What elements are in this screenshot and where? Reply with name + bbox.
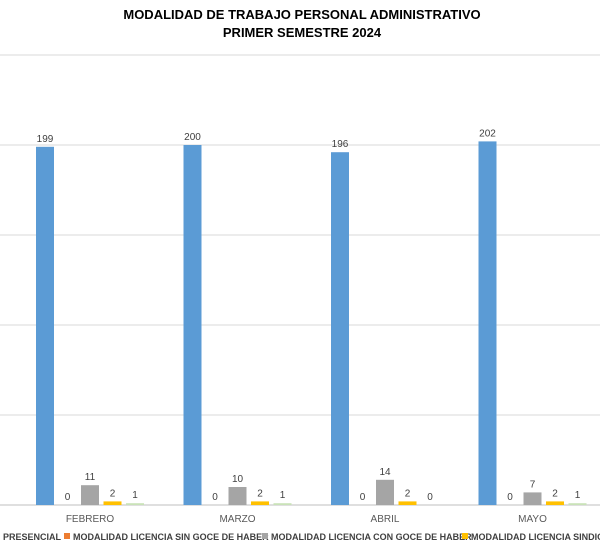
bar: [478, 141, 497, 505]
data-label: 10: [232, 474, 244, 485]
bar: [523, 492, 542, 505]
bar: [398, 501, 417, 505]
bar: [546, 501, 564, 505]
bar: [273, 503, 292, 505]
bar: [126, 503, 144, 505]
category-label: FEBRERO: [66, 514, 115, 525]
data-label: 7: [530, 479, 536, 490]
data-label: 2: [110, 488, 116, 499]
data-label: 1: [280, 490, 286, 501]
category-label: MARZO: [219, 514, 255, 525]
data-label: 200: [184, 132, 201, 143]
bars: [36, 141, 587, 506]
data-label: 199: [37, 134, 54, 145]
category-label: MAYO: [518, 514, 547, 525]
legend-entry: PRESENCIAL: [3, 532, 62, 542]
data-label: 11: [85, 472, 96, 483]
data-label: 0: [212, 492, 218, 503]
data-label: 0: [65, 492, 71, 503]
bar: [376, 479, 394, 505]
data-label: 2: [257, 488, 263, 499]
data-label: 2: [552, 488, 558, 499]
category-labels: FEBRERO MARZO ABRIL MAYO: [66, 514, 547, 525]
data-label: 202: [479, 128, 496, 139]
legend: PRESENCIAL MODALIDAD LICENCIA SIN GOCE DE…: [3, 532, 600, 542]
bar: [568, 503, 587, 505]
data-label: 14: [379, 467, 391, 478]
data-label: 1: [132, 490, 138, 501]
gridlines: [0, 54, 600, 506]
data-label: 2: [405, 488, 411, 499]
data-label: 0: [427, 492, 433, 503]
legend-entry: MODALIDAD LICENCIA CON GOCE DE HABER: [271, 532, 472, 542]
chart-title: MODALIDAD DE TRABAJO PERSONAL ADMINISTRA…: [123, 7, 480, 22]
bar: [228, 487, 247, 505]
category-label: ABRIL: [371, 514, 400, 525]
data-label: 0: [507, 492, 513, 503]
legend-entry: MODALIDAD LICENCIA SIN GOCE DE HABER: [73, 532, 269, 542]
legend-entry: MODALIDAD LICENCIA SINDICA: [471, 532, 600, 542]
data-label: 196: [332, 139, 349, 150]
bar: [36, 146, 54, 506]
bar: [251, 501, 269, 505]
bar: [183, 145, 202, 505]
bar: [331, 152, 349, 505]
bar: [81, 485, 99, 505]
legend-swatch: [462, 533, 468, 539]
data-label: 1: [575, 490, 581, 501]
chart-subtitle: PRIMER SEMESTRE 2024: [223, 25, 382, 40]
bar: [103, 501, 122, 505]
legend-swatch: [262, 533, 268, 539]
legend-swatch: [64, 533, 70, 539]
data-label: 0: [360, 492, 366, 503]
